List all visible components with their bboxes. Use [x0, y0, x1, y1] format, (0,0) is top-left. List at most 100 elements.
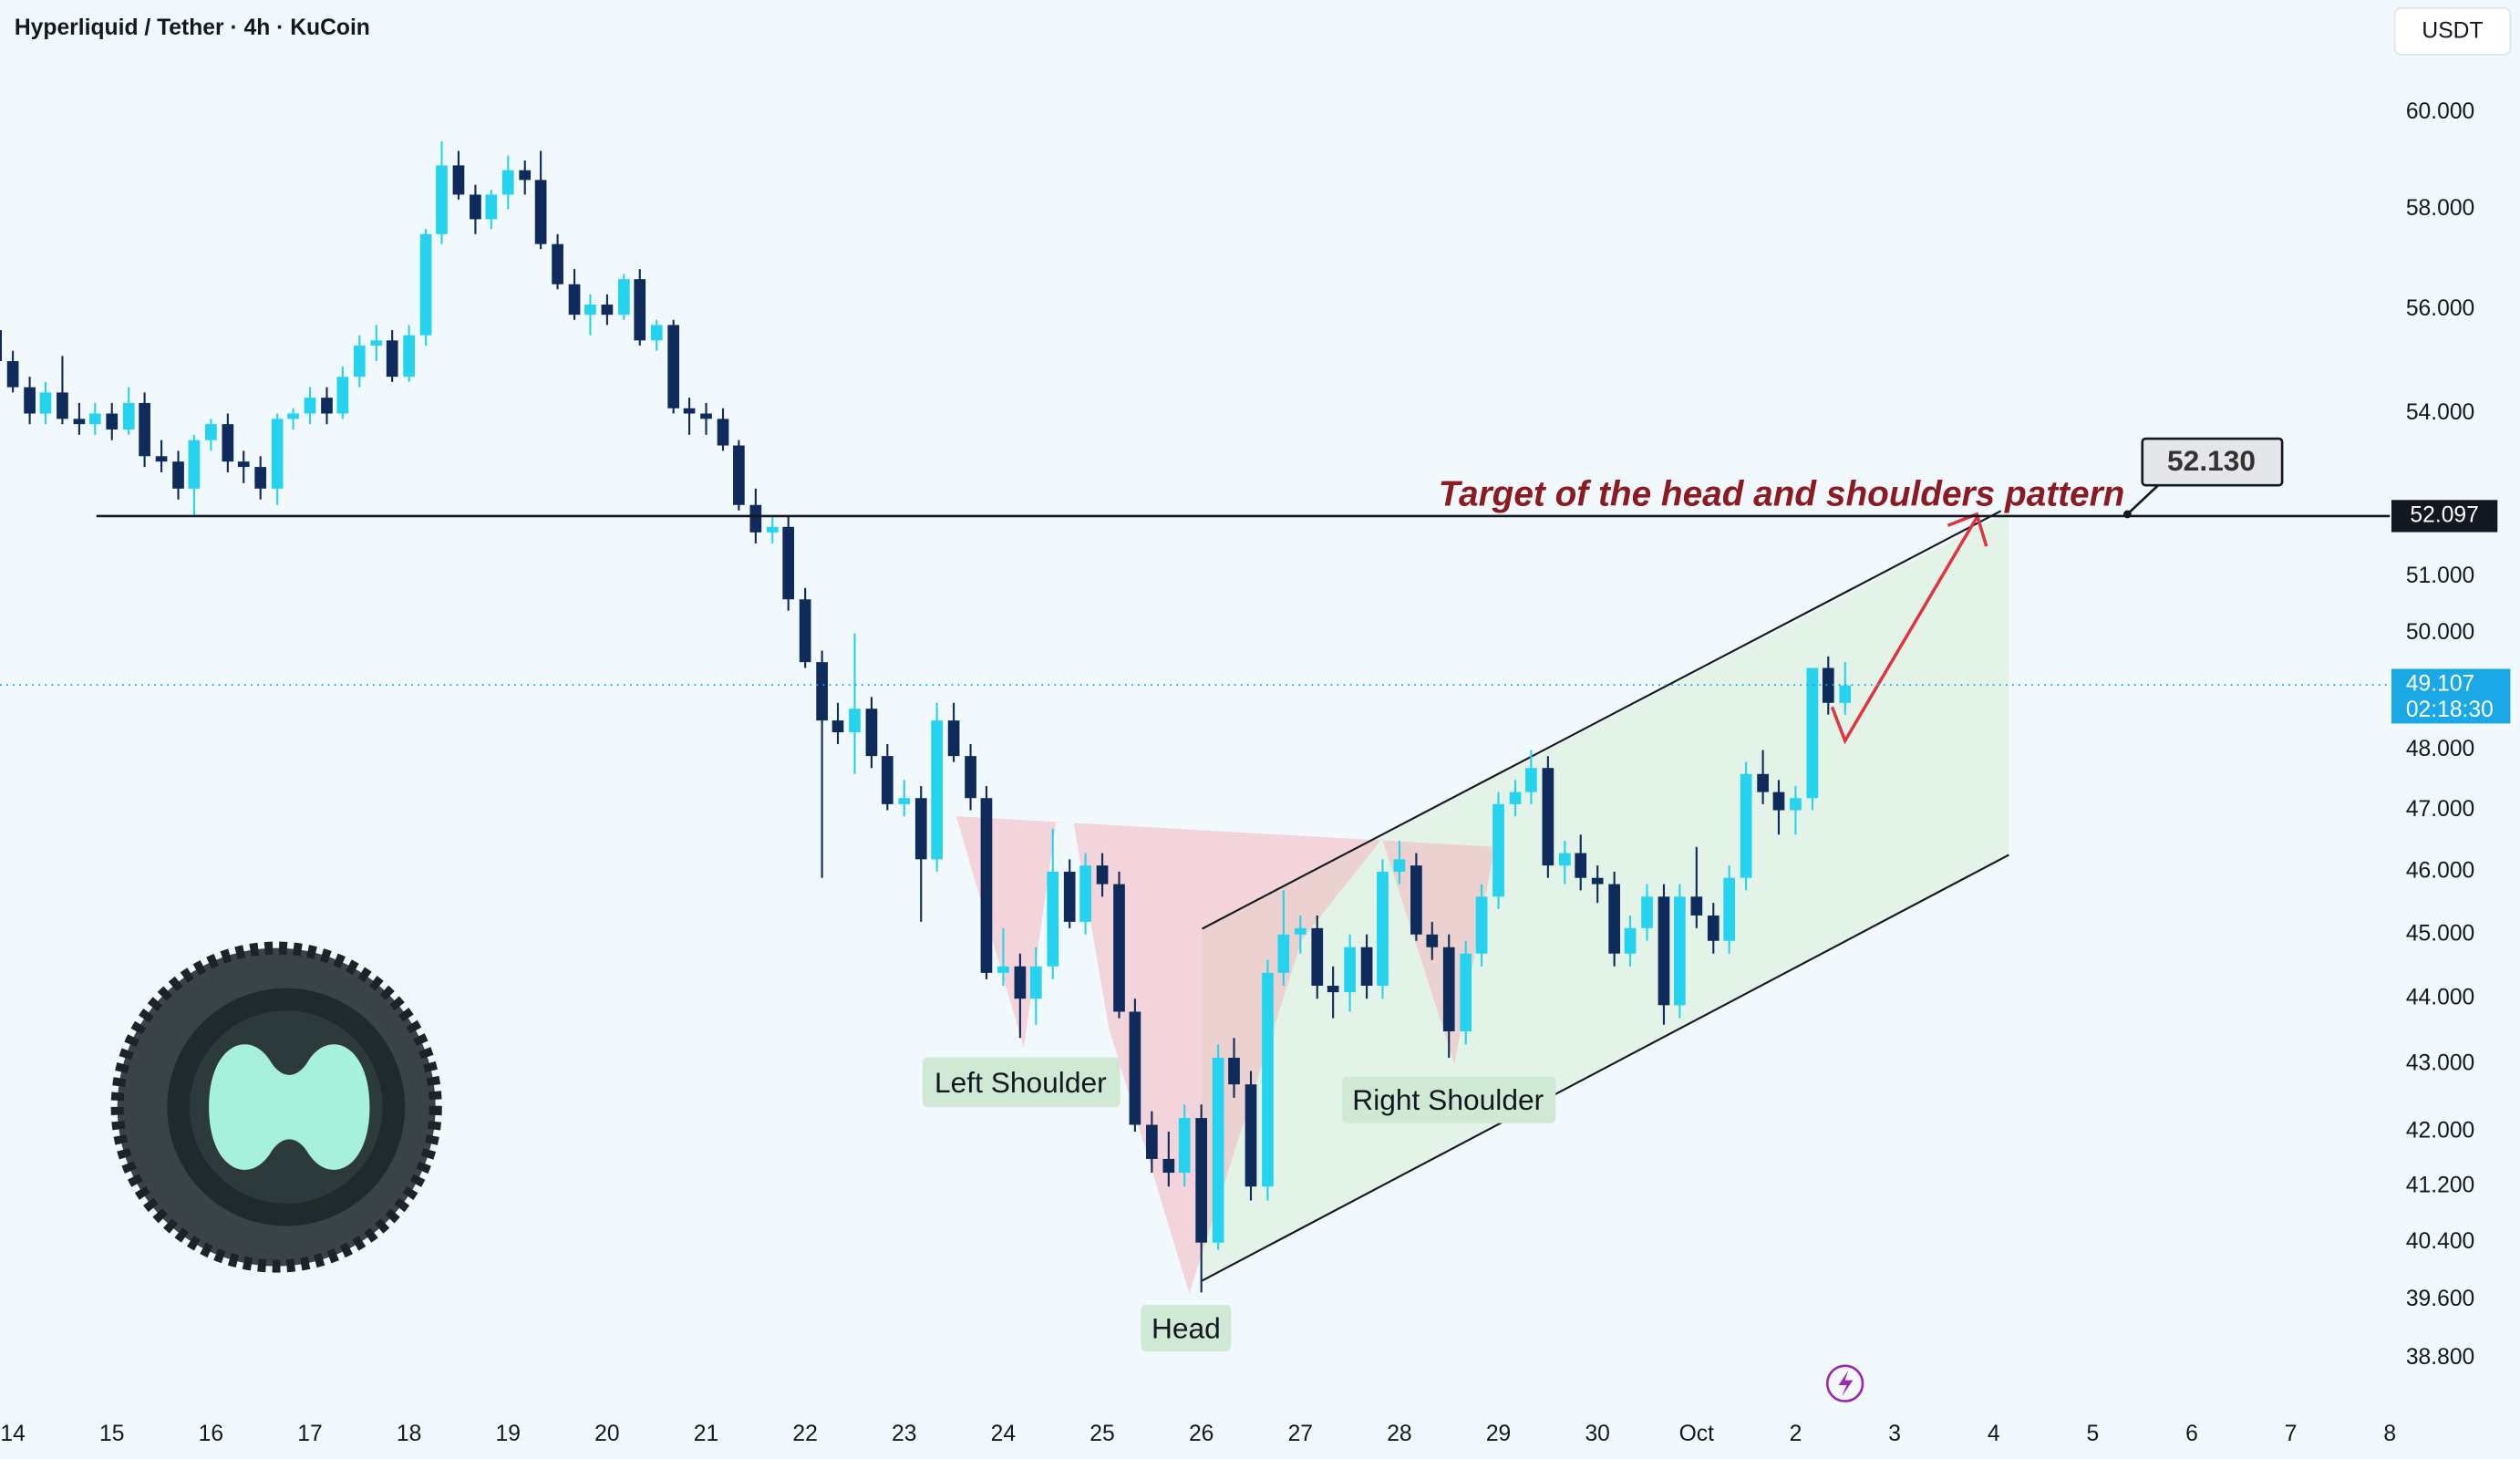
y-tick-label: 56.000	[2406, 296, 2474, 321]
candle-body	[1195, 1118, 1208, 1243]
logo	[110, 941, 442, 1273]
candle-body	[1047, 871, 1059, 967]
candle-body	[667, 325, 680, 409]
candle-body	[1162, 1158, 1175, 1174]
candle-body	[1806, 667, 1819, 799]
x-tick-label: 16	[199, 1422, 223, 1446]
x-tick-label: 28	[1387, 1422, 1411, 1446]
x-tick-label: 29	[1486, 1422, 1511, 1446]
y-tick-label: 39.600	[2406, 1287, 2474, 1311]
candle-body	[386, 340, 398, 378]
candle-body	[914, 798, 927, 860]
candle-body	[353, 345, 366, 378]
candle-body	[1723, 877, 1736, 941]
x-tick-label: 2	[1790, 1422, 1802, 1446]
candle-body	[1096, 865, 1109, 885]
x-tick-label: 24	[991, 1422, 1016, 1446]
candle-body	[1658, 896, 1670, 1006]
candle-body	[1277, 934, 1290, 973]
candle-body	[717, 419, 729, 446]
x-tick-label: 6	[2185, 1422, 2198, 1446]
candle-body	[1525, 768, 1537, 792]
y-tick-label: 58.000	[2406, 196, 2474, 221]
candle-body	[1311, 927, 1324, 986]
candle-body	[700, 413, 712, 419]
candle-body	[534, 180, 547, 244]
candle-body	[452, 165, 465, 195]
callout-pointer	[2126, 481, 2163, 515]
y-tick-label: 38.800	[2406, 1345, 2474, 1370]
x-tick-label: 19	[496, 1422, 521, 1446]
target-price-box	[2391, 500, 2498, 533]
candle-body	[634, 279, 646, 341]
x-tick-label: 23	[892, 1422, 916, 1446]
candle-body	[1674, 896, 1686, 1006]
logo-mark	[209, 1044, 370, 1170]
candle-body	[403, 335, 415, 378]
callout-label: 52.130	[2167, 444, 2256, 477]
candle-body	[733, 445, 745, 505]
x-tick-label: 21	[694, 1422, 718, 1446]
x-tick-label: 20	[594, 1422, 619, 1446]
candle-body	[1377, 871, 1389, 986]
candle-body	[947, 720, 960, 757]
candle-body	[683, 408, 696, 414]
candle-body	[980, 798, 993, 973]
candle-body	[1475, 896, 1488, 954]
candle-body	[865, 709, 878, 757]
candle-body	[766, 526, 779, 533]
candle-body	[1014, 966, 1027, 999]
candle-body	[601, 304, 614, 316]
candle-body	[1822, 667, 1834, 703]
candle-body	[1509, 792, 1522, 804]
candle-body	[1228, 1057, 1240, 1085]
candle-body	[0, 330, 3, 362]
candle-body	[816, 662, 828, 721]
channel-bottom	[1202, 854, 2009, 1282]
candle-body	[1327, 985, 1339, 993]
candle-body	[370, 340, 383, 346]
y-tick-label: 51.000	[2406, 564, 2474, 588]
candle-body	[122, 402, 135, 429]
label-box	[1141, 1304, 1232, 1351]
projection-arrow	[1830, 512, 1988, 745]
target-text: Target of the head and shoulders pattern	[1439, 475, 2125, 514]
x-tick-label: 27	[1288, 1422, 1313, 1446]
y-tick-label: 42.000	[2406, 1118, 2474, 1143]
candle-body	[237, 461, 250, 468]
tread	[110, 941, 442, 1273]
candle-body	[304, 398, 316, 414]
currency-button[interactable]	[2393, 6, 2512, 56]
x-tick-label: 22	[792, 1422, 817, 1446]
y-tick-label: 54.000	[2406, 400, 2474, 425]
candle-body	[139, 402, 150, 457]
candle-body	[1393, 859, 1406, 872]
pattern-label: Head	[1152, 1311, 1221, 1344]
candle-body	[1129, 1011, 1141, 1125]
y-tick-label: 44.000	[2406, 986, 2474, 1010]
event-bolt	[1838, 1371, 1854, 1397]
candle-body	[172, 461, 184, 489]
candle-body	[618, 279, 630, 316]
chart-title: Hyperliquid / Tether · 4h · KuCoin	[15, 16, 370, 40]
candle-body	[321, 398, 333, 414]
candle-body	[997, 966, 1009, 973]
candle-body	[1245, 1084, 1257, 1187]
candle-body	[1294, 927, 1306, 935]
candle-body	[1492, 803, 1504, 897]
price-axis	[2391, 0, 2520, 1459]
candle-body	[485, 194, 498, 220]
candle-body	[568, 284, 581, 316]
candle-body	[1262, 972, 1274, 1187]
candle-body	[849, 709, 861, 733]
arrow-head	[1947, 512, 1988, 547]
candle-body	[1757, 773, 1769, 792]
candle-body	[336, 377, 349, 414]
currency[interactable]: USDT	[2422, 19, 2483, 44]
candle-body	[287, 413, 299, 419]
candle-body	[106, 413, 119, 429]
candle-body	[965, 756, 976, 799]
x-tick-label: 18	[397, 1422, 421, 1446]
candle-body	[1410, 865, 1422, 935]
candle-body	[1344, 947, 1356, 993]
